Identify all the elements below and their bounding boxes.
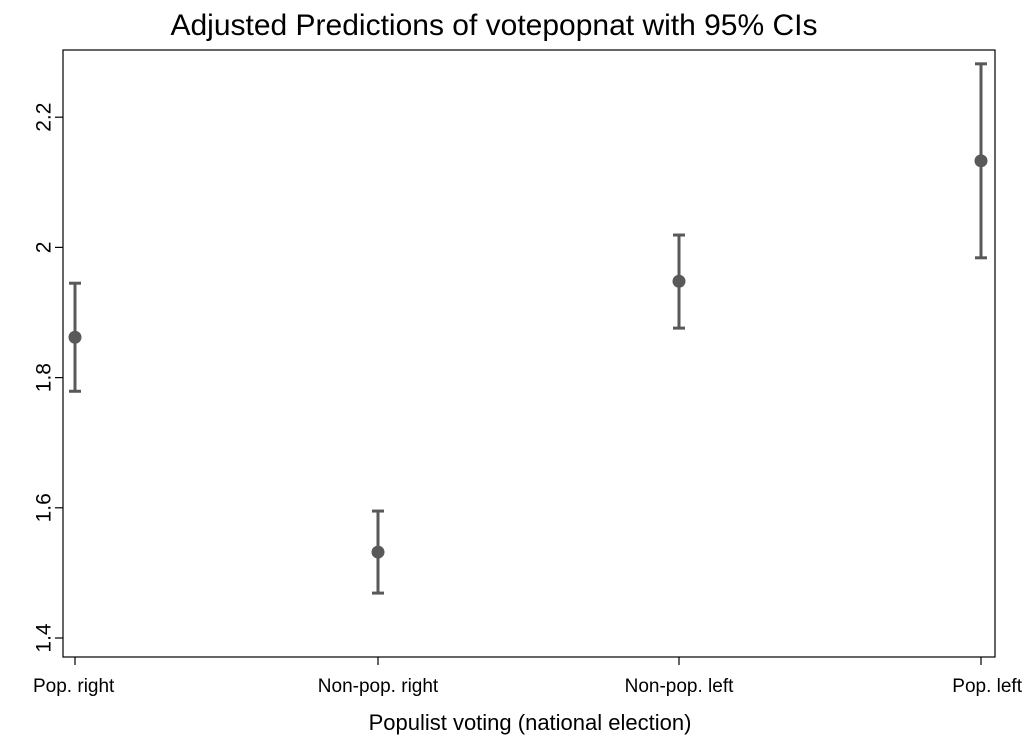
- chart-marks: [68, 62, 988, 595]
- y-tick-label: 1.6: [33, 493, 56, 522]
- y-tick-label: 2.2: [33, 103, 56, 132]
- x-axis-title: Populist voting (national election): [369, 710, 692, 735]
- x-tick-label: Non-pop. left: [625, 676, 735, 697]
- x-axis: Pop. right Non-pop. right Non-pop. left Pop…: [33, 657, 1023, 697]
- y-tick-label: 1.4: [33, 623, 56, 653]
- data-point: [672, 274, 686, 288]
- data-point: [371, 545, 385, 559]
- data-point: [974, 154, 988, 168]
- chart-title: Adjusted Predictions of votepopnat with …: [170, 9, 817, 42]
- x-tick-label: Non-pop. right: [318, 676, 439, 697]
- plot-area: [62, 49, 996, 658]
- y-axis: 1.4 1.6 1.8 2 2.2: [33, 103, 63, 653]
- x-tick-label: Pop. left: [952, 676, 1022, 697]
- data-point: [68, 330, 82, 344]
- y-tick-label: 2: [33, 242, 56, 254]
- y-tick-label: 1.8: [33, 363, 56, 392]
- x-tick-label: Pop. right: [33, 676, 115, 697]
